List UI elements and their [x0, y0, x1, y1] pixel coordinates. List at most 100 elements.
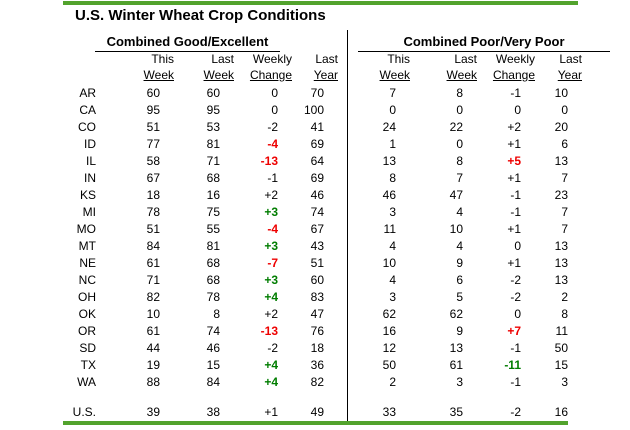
- state-label: SD: [79, 341, 96, 355]
- spacer: [338, 323, 358, 340]
- pvp-this-week-value: 3: [389, 290, 396, 304]
- spacer: [582, 136, 630, 153]
- column-headers-line2: Week Week Change Year Week Week Change Y…: [0, 67, 630, 84]
- spacer: [338, 221, 358, 238]
- pvp-weekly-change-value: 0: [514, 103, 521, 117]
- ge-this-week-value: 82: [146, 290, 160, 304]
- pvp-weekly-change-value: +2: [507, 120, 521, 134]
- spacer: [582, 306, 630, 323]
- state-label: MO: [76, 222, 96, 236]
- ge-last-year-value: 49: [310, 405, 324, 419]
- pvp-this-week-value: 13: [382, 154, 396, 168]
- pvp-last-week-value: 7: [456, 171, 463, 185]
- state-label: U.S.: [72, 405, 96, 419]
- pvp-last-week-header-line2: Week: [446, 68, 477, 82]
- ge-weekly-change-value: -4: [267, 137, 278, 151]
- page-title: U.S. Winter Wheat Crop Conditions: [75, 7, 326, 24]
- ge-last-week-value: 68: [206, 273, 220, 287]
- ge-weekly-change-value: +2: [264, 307, 278, 321]
- table-row: NC 71 68 +3 60 4 6 -2 13: [0, 272, 630, 289]
- ge-last-week-header-line2: Week: [203, 68, 234, 82]
- spacer: [338, 357, 358, 374]
- ge-last-week-value: 81: [206, 137, 220, 151]
- state-label: TX: [80, 358, 96, 372]
- pvp-last-year-value: 13: [554, 154, 568, 168]
- ge-this-week-header-line1: This: [151, 52, 174, 66]
- pvp-last-week-value: 62: [449, 307, 463, 321]
- top-rule: [63, 1, 578, 5]
- pvp-last-week-value: 0: [456, 137, 463, 151]
- table-row: OR 61 74 -13 76 16 9 +7 11: [0, 323, 630, 340]
- ge-weekly-change-value: +4: [264, 290, 278, 304]
- state-label: NE: [79, 256, 96, 270]
- ge-weekly-change-value: -2: [267, 341, 278, 355]
- pvp-weekly-change-header-line1: Weekly: [495, 52, 535, 66]
- ge-last-week-value: 75: [206, 205, 220, 219]
- table-row: SD 44 46 -2 18 12 13 -1 50: [0, 340, 630, 357]
- pvp-last-week-value: 10: [449, 222, 463, 236]
- spacer: [338, 153, 358, 170]
- ge-last-week-value: 8: [213, 307, 220, 321]
- spacer: [338, 85, 358, 102]
- ge-this-week-value: 61: [146, 324, 160, 338]
- spacer: [582, 357, 630, 374]
- ge-this-week-value: 39: [146, 405, 160, 419]
- table-row: MI 78 75 +3 74 3 4 -1 7: [0, 204, 630, 221]
- ge-last-year-value: 47: [310, 307, 324, 321]
- ge-last-year-value: 69: [310, 171, 324, 185]
- ge-last-week-value: 60: [206, 86, 220, 100]
- pvp-last-year-value: 7: [561, 171, 568, 185]
- ge-weekly-change-value: 0: [271, 103, 278, 117]
- ge-weekly-change-value: +3: [264, 273, 278, 287]
- state-label: OR: [78, 324, 96, 338]
- ge-last-year-value: 64: [310, 154, 324, 168]
- ge-last-week-value: 68: [206, 256, 220, 270]
- ge-this-week-value: 71: [146, 273, 160, 287]
- pvp-last-year-value: 0: [561, 103, 568, 117]
- pvp-last-week-value: 3: [456, 375, 463, 389]
- spacer-row: [0, 391, 630, 404]
- ge-last-year-value: 46: [310, 188, 324, 202]
- ge-weekly-change-value: -13: [260, 154, 278, 168]
- spacer: [338, 289, 358, 306]
- section-header-good-excellent: Combined Good/Excellent: [106, 34, 269, 49]
- spacer: [582, 374, 630, 391]
- pvp-this-week-value: 0: [389, 103, 396, 117]
- ge-last-year-value: 51: [310, 256, 324, 270]
- bottom-rule: [63, 421, 568, 425]
- ge-last-week-header-line1: Last: [211, 52, 234, 66]
- spacer: [582, 119, 630, 136]
- spacer: [582, 272, 630, 289]
- pvp-last-year-value: 20: [554, 120, 568, 134]
- spacer: [338, 404, 358, 421]
- table-row: IN 67 68 -1 69 8 7 +1 7: [0, 170, 630, 187]
- ge-this-week-value: 44: [146, 341, 160, 355]
- pvp-this-week-value: 8: [389, 171, 396, 185]
- pvp-last-year-value: 15: [554, 358, 568, 372]
- spacer: [338, 255, 358, 272]
- pvp-last-year-value: 13: [554, 239, 568, 253]
- table-row: MT 84 81 +3 43 4 4 0 13: [0, 238, 630, 255]
- pvp-this-week-value: 50: [382, 358, 396, 372]
- pvp-weekly-change-value: -1: [510, 86, 521, 100]
- state-label: WA: [77, 375, 96, 389]
- ge-this-week-value: 95: [146, 103, 160, 117]
- ge-last-year-value: 83: [310, 290, 324, 304]
- pvp-weekly-change-value: -1: [510, 188, 521, 202]
- ge-weekly-change-value: -13: [260, 324, 278, 338]
- ge-last-year-value: 82: [310, 375, 324, 389]
- spacer: [582, 221, 630, 238]
- pvp-last-week-value: 61: [449, 358, 463, 372]
- spacer: [582, 289, 630, 306]
- ge-last-year-value: 67: [310, 222, 324, 236]
- ge-weekly-change-value: +3: [264, 239, 278, 253]
- spacer: [338, 51, 358, 67]
- ge-weekly-change-value: 0: [271, 86, 278, 100]
- table-row: IL 58 71 -13 64 13 8 +5 13: [0, 153, 630, 170]
- ge-last-year-value: 70: [310, 86, 324, 100]
- ge-this-week-value: 61: [146, 256, 160, 270]
- state-label: AR: [79, 86, 96, 100]
- ge-weekly-change-value: +2: [264, 188, 278, 202]
- ge-this-week-value: 51: [146, 120, 160, 134]
